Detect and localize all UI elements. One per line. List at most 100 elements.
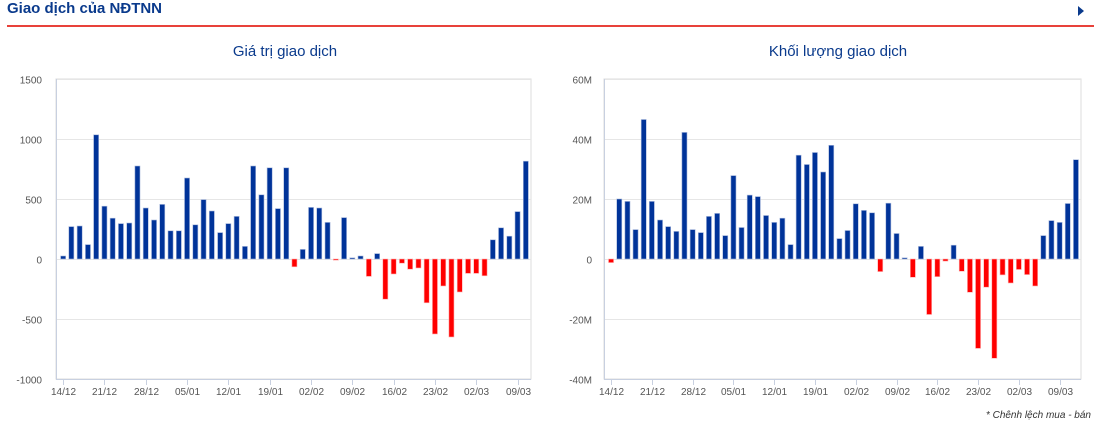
bar-positive[interactable] <box>746 194 753 260</box>
bar-negative[interactable] <box>382 258 389 300</box>
bar-positive[interactable] <box>142 207 149 260</box>
bar-positive[interactable] <box>885 202 892 260</box>
bar-positive[interactable] <box>795 154 802 260</box>
bar-negative[interactable] <box>456 258 463 293</box>
bar-positive[interactable] <box>649 201 655 260</box>
bar-negative[interactable] <box>942 258 949 262</box>
bar-positive[interactable] <box>632 229 639 260</box>
bar-negative[interactable] <box>983 258 990 288</box>
bar-positive[interactable] <box>950 244 957 260</box>
bar-negative[interactable] <box>415 258 422 269</box>
bar-positive[interactable] <box>673 231 680 260</box>
bar-negative[interactable] <box>473 258 480 274</box>
bar-positive[interactable] <box>681 132 688 260</box>
bar-negative[interactable] <box>909 258 916 278</box>
bar-negative[interactable] <box>423 258 430 304</box>
bar-positive[interactable] <box>209 210 215 260</box>
bar-positive[interactable] <box>258 194 265 260</box>
bar-negative[interactable] <box>481 258 488 277</box>
bar-positive[interactable] <box>176 230 182 260</box>
bar-positive[interactable] <box>869 212 875 260</box>
bar-positive[interactable] <box>316 207 323 260</box>
bar-positive[interactable] <box>738 227 745 260</box>
bar-negative[interactable] <box>877 258 884 272</box>
bar-positive[interactable] <box>844 230 851 260</box>
bar-positive[interactable] <box>93 134 99 260</box>
bar-positive[interactable] <box>820 171 827 260</box>
bar-positive[interactable] <box>308 207 314 260</box>
bar-positive[interactable] <box>787 244 794 260</box>
bar-negative[interactable] <box>958 258 965 272</box>
bar-positive[interactable] <box>341 217 347 260</box>
bar-negative[interactable] <box>608 258 614 263</box>
bar-positive[interactable] <box>812 152 818 260</box>
bar-negative[interactable] <box>432 258 438 335</box>
bar-negative[interactable] <box>399 258 405 264</box>
bar-positive[interactable] <box>640 119 647 260</box>
bar-positive[interactable] <box>771 222 778 260</box>
bar-positive[interactable] <box>755 196 761 260</box>
bar-negative[interactable] <box>1015 258 1022 270</box>
bar-positive[interactable] <box>1040 235 1047 260</box>
bar-positive[interactable] <box>803 164 810 260</box>
bar-positive[interactable] <box>159 204 166 260</box>
bar-negative[interactable] <box>440 258 447 287</box>
bar-positive[interactable] <box>698 232 704 260</box>
bar-negative[interactable] <box>465 258 471 274</box>
bar-positive[interactable] <box>522 160 529 260</box>
bar-positive[interactable] <box>283 167 290 260</box>
bar-positive[interactable] <box>852 203 859 260</box>
bar-positive[interactable] <box>225 223 232 260</box>
bar-positive[interactable] <box>200 199 207 260</box>
bar-positive[interactable] <box>722 235 729 260</box>
bar-positive[interactable] <box>624 201 631 260</box>
bar-negative[interactable] <box>407 258 414 270</box>
bar-positive[interactable] <box>836 238 843 260</box>
bar-negative[interactable] <box>1007 258 1014 284</box>
bar-negative[interactable] <box>1024 258 1030 275</box>
bar-positive[interactable] <box>299 249 306 260</box>
bar-positive[interactable] <box>689 229 696 260</box>
bar-positive[interactable] <box>167 230 174 260</box>
bar-positive[interactable] <box>730 175 737 260</box>
bar-positive[interactable] <box>1048 220 1055 260</box>
bar-positive[interactable] <box>118 223 124 260</box>
bar-negative[interactable] <box>1032 258 1039 287</box>
bar-positive[interactable] <box>861 210 867 260</box>
bar-positive[interactable] <box>828 145 835 260</box>
bar-positive[interactable] <box>192 224 199 260</box>
bar-positive[interactable] <box>779 217 786 260</box>
bar-positive[interactable] <box>918 246 924 260</box>
bar-positive[interactable] <box>893 233 900 260</box>
bar-negative[interactable] <box>448 258 455 338</box>
bar-positive[interactable] <box>1056 222 1063 260</box>
bar-positive[interactable] <box>349 257 356 260</box>
bar-negative[interactable] <box>332 258 339 261</box>
bar-negative[interactable] <box>967 258 973 293</box>
bar-positive[interactable] <box>109 217 116 260</box>
bar-negative[interactable] <box>291 258 298 268</box>
bar-positive[interactable] <box>266 167 273 260</box>
bar-positive[interactable] <box>275 208 281 260</box>
bar-negative[interactable] <box>365 258 372 277</box>
bar-positive[interactable] <box>1064 203 1071 260</box>
bar-positive[interactable] <box>763 215 769 260</box>
triangle-right-icon[interactable] <box>1078 6 1084 16</box>
bar-positive[interactable] <box>657 219 663 260</box>
bar-positive[interactable] <box>374 253 381 260</box>
bar-positive[interactable] <box>616 198 623 260</box>
bar-positive[interactable] <box>714 213 721 260</box>
bar-positive[interactable] <box>357 255 364 260</box>
bar-negative[interactable] <box>975 258 981 349</box>
bar-positive[interactable] <box>489 239 496 260</box>
bar-positive[interactable] <box>184 177 190 260</box>
bar-positive[interactable] <box>68 226 75 260</box>
bar-positive[interactable] <box>60 255 66 260</box>
bar-positive[interactable] <box>250 165 257 260</box>
bar-negative[interactable] <box>999 258 1006 276</box>
bar-negative[interactable] <box>390 258 397 275</box>
bar-positive[interactable] <box>324 222 331 260</box>
bar-positive[interactable] <box>901 257 908 260</box>
bar-negative[interactable] <box>926 258 933 315</box>
bar-positive[interactable] <box>242 246 248 260</box>
